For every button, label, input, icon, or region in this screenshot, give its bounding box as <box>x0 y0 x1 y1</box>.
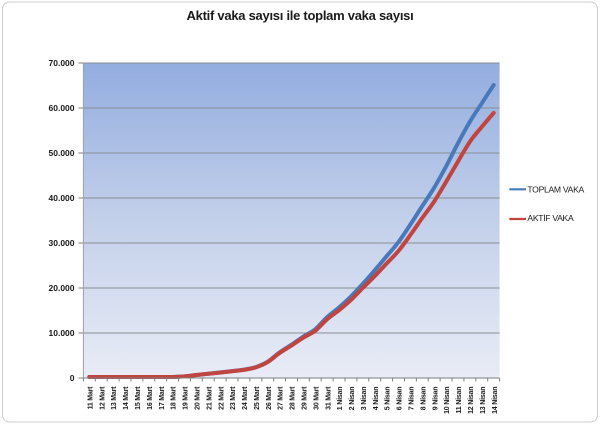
svg-text:6 Nisan: 6 Nisan <box>397 387 404 411</box>
svg-text:13 Nisan: 13 Nisan <box>480 387 487 414</box>
svg-text:40.000: 40.000 <box>49 193 75 203</box>
svg-text:11 Nisan: 11 Nisan <box>456 387 463 414</box>
svg-text:17 Mart: 17 Mart <box>159 386 166 410</box>
svg-text:23 Mart: 23 Mart <box>230 386 237 410</box>
svg-text:29 Mart: 29 Mart <box>302 386 309 410</box>
svg-text:14 Nisan: 14 Nisan <box>492 387 499 414</box>
svg-text:15 Mart: 15 Mart <box>135 386 142 410</box>
svg-text:31 Mart: 31 Mart <box>325 386 332 410</box>
svg-text:18 Mart: 18 Mart <box>171 386 178 410</box>
svg-text:0: 0 <box>70 373 75 383</box>
svg-text:14 Mart: 14 Mart <box>123 386 130 410</box>
svg-text:19 Mart: 19 Mart <box>183 386 190 410</box>
svg-text:10 Nisan: 10 Nisan <box>444 387 451 414</box>
svg-text:4 Nisan: 4 Nisan <box>373 387 380 411</box>
svg-text:12 Nisan: 12 Nisan <box>468 387 475 414</box>
svg-text:30 Mart: 30 Mart <box>313 386 320 410</box>
svg-text:20.000: 20.000 <box>49 283 75 293</box>
svg-text:12 Mart: 12 Mart <box>99 386 106 410</box>
svg-text:22 Mart: 22 Mart <box>218 386 225 410</box>
svg-text:5 Nisan: 5 Nisan <box>385 387 392 411</box>
svg-text:8 Nisan: 8 Nisan <box>420 387 427 411</box>
svg-text:10.000: 10.000 <box>49 328 75 338</box>
svg-text:28 Mart: 28 Mart <box>290 386 297 410</box>
svg-text:27 Mart: 27 Mart <box>278 386 285 410</box>
svg-text:13 Mart: 13 Mart <box>111 386 118 410</box>
svg-text:11 Mart: 11 Mart <box>87 386 94 410</box>
svg-text:25 Mart: 25 Mart <box>254 386 261 410</box>
svg-text:2 Nisan: 2 Nisan <box>349 387 356 411</box>
svg-text:20 Mart: 20 Mart <box>195 386 202 410</box>
svg-text:9 Nisan: 9 Nisan <box>432 387 439 411</box>
svg-text:7 Nisan: 7 Nisan <box>409 387 416 411</box>
svg-text:26 Mart: 26 Mart <box>266 386 273 410</box>
svg-text:21 Mart: 21 Mart <box>206 386 213 410</box>
svg-text:3 Nisan: 3 Nisan <box>361 387 368 411</box>
svg-text:AKTİF VAKA: AKTİF VAKA <box>527 213 574 223</box>
svg-text:Aktif vaka sayısı ile toplam v: Aktif vaka sayısı ile toplam vaka sayısı <box>187 8 414 23</box>
svg-text:30.000: 30.000 <box>49 238 75 248</box>
svg-text:50.000: 50.000 <box>49 148 75 158</box>
svg-text:24 Mart: 24 Mart <box>242 386 249 410</box>
svg-text:70.000: 70.000 <box>49 58 75 68</box>
svg-text:16 Mart: 16 Mart <box>147 386 154 410</box>
svg-text:60.000: 60.000 <box>49 103 75 113</box>
svg-text:1 Nisan: 1 Nisan <box>337 387 344 411</box>
svg-text:TOPLAM VAKA: TOPLAM VAKA <box>527 184 584 194</box>
